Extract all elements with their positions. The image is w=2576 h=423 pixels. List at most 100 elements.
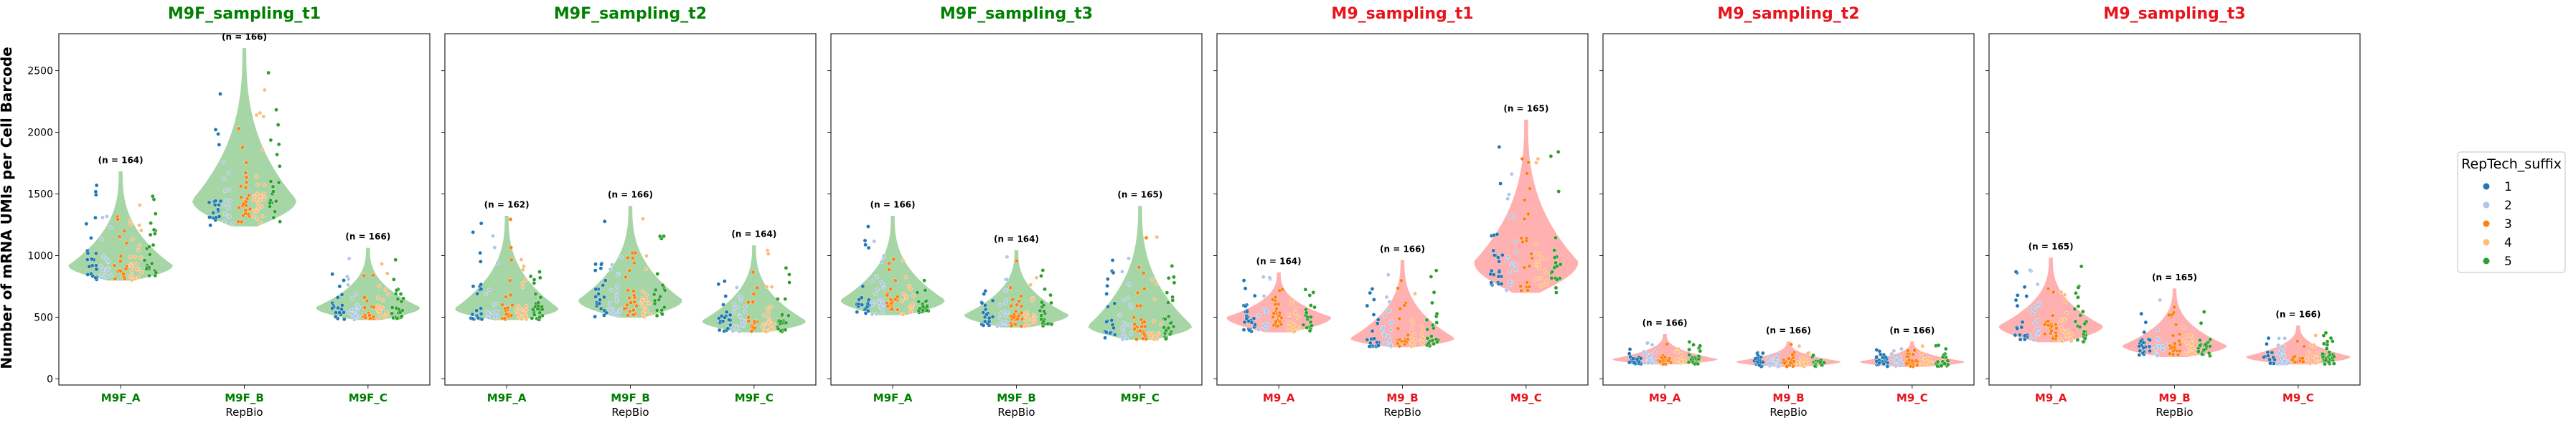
strip-point <box>2184 341 2189 345</box>
strip-point <box>1150 331 1155 336</box>
strip-point <box>274 108 278 112</box>
strip-point <box>260 214 265 219</box>
strip-point <box>1139 317 1144 322</box>
strip-point <box>598 298 602 303</box>
strip-point <box>1290 323 1295 328</box>
strip-point <box>863 311 868 315</box>
x-tick-label: M9_B <box>1772 391 1804 404</box>
strip-point <box>783 328 788 332</box>
strip-point <box>371 315 376 319</box>
strip-point <box>128 255 133 260</box>
strip-point <box>746 318 751 323</box>
strip-point <box>207 215 212 219</box>
strip-point <box>1425 336 1430 341</box>
strip-point <box>873 291 878 296</box>
strip-point <box>1104 320 1109 324</box>
strip-point <box>1264 308 1269 313</box>
strip-point <box>1134 303 1139 308</box>
x-tick-label: M9_C <box>1510 391 1542 404</box>
strip-point <box>94 263 98 268</box>
strip-point <box>1104 292 1109 296</box>
strip-point <box>1244 316 1249 321</box>
strip-point <box>1243 304 1248 308</box>
strip-point <box>1128 303 1133 307</box>
strip-point <box>228 198 232 203</box>
strip-point <box>719 313 724 318</box>
strip-point <box>537 270 542 274</box>
strip-point <box>1507 214 1511 219</box>
strip-point <box>2313 333 2318 338</box>
strip-point <box>723 294 728 298</box>
strip-point <box>255 205 260 210</box>
strip-point <box>1646 361 1650 366</box>
strip-point <box>1528 186 1532 191</box>
strip-point <box>1135 290 1140 295</box>
strip-point <box>1167 332 1172 336</box>
legend-title: RepTech_suffix <box>2461 156 2562 172</box>
strip-point <box>271 184 276 189</box>
strip-point <box>1387 300 1391 304</box>
strip-point <box>151 194 155 199</box>
strip-point <box>1434 320 1439 325</box>
strip-point <box>863 242 868 247</box>
strip-point <box>1365 338 1370 342</box>
strip-point <box>1132 322 1137 326</box>
strip-point <box>1696 357 1701 361</box>
strip-point <box>244 180 249 185</box>
strip-point <box>1935 363 1940 369</box>
strip-point <box>1402 303 1407 308</box>
strip-point <box>399 314 404 318</box>
strip-point <box>1945 358 1950 363</box>
strip-point <box>1294 306 1299 311</box>
strip-point <box>1489 280 1494 285</box>
strip-point <box>502 316 507 320</box>
strip-point <box>362 273 366 278</box>
strip-point <box>1019 324 1024 328</box>
strip-point <box>1382 332 1386 337</box>
strip-point <box>2199 320 2204 325</box>
strip-point <box>377 312 382 317</box>
strip-point <box>1761 360 1765 364</box>
strip-point <box>106 267 111 272</box>
strip-point <box>2189 341 2194 346</box>
strip-point <box>1490 268 1494 273</box>
strip-point <box>1256 327 1261 332</box>
strip-point <box>1429 275 1434 279</box>
strip-point <box>874 312 879 316</box>
strip-point <box>1166 300 1170 305</box>
strip-point <box>641 289 645 294</box>
strip-point <box>1251 316 1256 320</box>
strip-point <box>137 203 142 207</box>
strip-point <box>2200 352 2204 356</box>
strip-point <box>1256 313 1261 318</box>
strip-point <box>531 307 535 312</box>
strip-point <box>2171 352 2176 357</box>
strip-point <box>222 189 227 194</box>
strip-point <box>273 209 277 214</box>
strip-point <box>896 308 900 312</box>
strip-point <box>1264 322 1269 326</box>
strip-point <box>1245 310 1249 314</box>
strip-point <box>1429 334 1434 338</box>
strip-points-M9F_B <box>207 70 282 227</box>
strip-point <box>615 289 620 294</box>
strip-point <box>254 174 259 179</box>
strip-point <box>1520 239 1525 244</box>
strip-point <box>1241 328 1246 332</box>
strip-point <box>255 191 260 196</box>
strip-point <box>243 185 248 190</box>
strip-point <box>644 254 649 258</box>
strip-point <box>2022 285 2027 290</box>
strip-point <box>521 311 525 315</box>
strip-point <box>603 278 608 282</box>
strip-point <box>1108 331 1113 336</box>
strip-point <box>2277 336 2281 341</box>
strip-point <box>631 289 636 293</box>
strip-point <box>1040 268 1045 272</box>
strip-point <box>337 284 342 289</box>
strip-point <box>1030 320 1034 325</box>
strip-point <box>1040 300 1044 305</box>
strip-point <box>882 253 886 258</box>
strip-point <box>1653 349 1658 354</box>
strip-point <box>1270 298 1275 302</box>
